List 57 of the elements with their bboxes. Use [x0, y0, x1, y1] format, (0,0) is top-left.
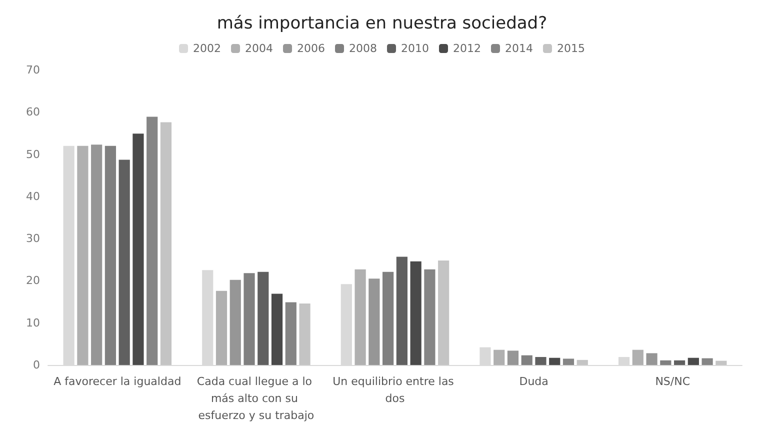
bar	[646, 353, 658, 365]
legend-label: 2002	[193, 42, 222, 55]
bar	[160, 122, 172, 365]
legend-label: 2010	[401, 42, 429, 55]
bar	[549, 358, 560, 365]
legend-label: 2015	[556, 42, 585, 55]
bar	[354, 269, 366, 365]
bar	[230, 280, 241, 365]
bar	[285, 302, 296, 365]
bar	[632, 350, 644, 365]
bar	[660, 360, 672, 365]
bar	[146, 116, 158, 365]
legend-label: 2006	[297, 42, 326, 55]
bar	[494, 350, 505, 365]
bar	[216, 290, 228, 365]
y-tick-label: 0	[33, 358, 40, 372]
bar	[258, 272, 269, 365]
bar	[77, 146, 88, 365]
bar	[299, 303, 310, 365]
legend-label: 2014	[504, 42, 533, 55]
bar	[244, 273, 255, 365]
bar	[410, 261, 422, 365]
chart-title: más importancia en nuestra sociedad?	[216, 14, 548, 34]
legend-label: 2012	[452, 42, 481, 55]
bar	[562, 358, 574, 365]
y-tick-label: 40	[26, 190, 40, 203]
bar	[674, 360, 686, 365]
bar	[702, 358, 713, 365]
bar	[382, 272, 394, 365]
bar	[521, 355, 532, 365]
x-tick-label: Un equilibrio entre las dos	[332, 375, 458, 405]
bar	[535, 356, 546, 365]
bar	[576, 360, 588, 365]
legend-label: 2008	[349, 42, 378, 55]
bar	[368, 278, 380, 365]
bar	[396, 256, 408, 365]
x-tick-label: Cada cual llegue a lo más alto con su esfuerzo y su trabajo	[196, 375, 316, 422]
bar	[91, 144, 102, 365]
y-tick-label: 20	[26, 274, 40, 288]
y-tick-label: 60	[26, 106, 40, 119]
legend-label: 2004	[245, 42, 274, 55]
bar	[688, 358, 699, 365]
y-tick-label: 50	[26, 148, 40, 161]
bar	[118, 160, 130, 365]
bar	[507, 350, 519, 365]
x-tick-label: Duda	[519, 375, 548, 388]
bar	[716, 360, 727, 365]
bar	[438, 260, 450, 365]
x-tick-label: A favorecer la igualdad	[54, 375, 182, 388]
bar	[271, 294, 283, 365]
y-tick-label: 10	[26, 316, 40, 330]
bar	[104, 146, 116, 365]
x-tick-label: NS/NC	[655, 375, 690, 388]
y-tick-label: 70	[26, 64, 40, 76]
y-tick-label: 30	[26, 232, 40, 246]
bar	[424, 269, 436, 365]
bar	[132, 134, 144, 365]
